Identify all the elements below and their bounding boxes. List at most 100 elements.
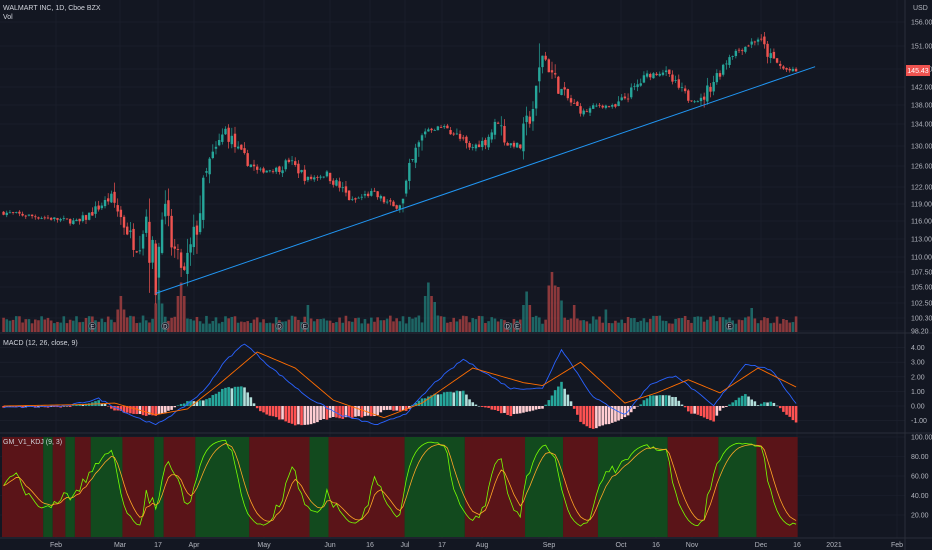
kdj-region bbox=[328, 437, 405, 537]
macd-axis[interactable]: 4.00 3.00 2.00 1.00 0.00 -1.00 bbox=[911, 345, 927, 425]
macd-histogram-bar bbox=[712, 406, 715, 422]
macd-histogram-bar bbox=[110, 406, 113, 409]
macd-histogram-bar bbox=[648, 395, 652, 406]
macd-histogram-bar bbox=[392, 406, 395, 411]
earnings-marker-label: E bbox=[303, 324, 307, 330]
candle bbox=[157, 246, 161, 278]
candle bbox=[633, 85, 636, 87]
volume-bar bbox=[766, 318, 769, 332]
dividend-marker[interactable] bbox=[503, 322, 512, 330]
macd-histogram-bar bbox=[753, 401, 757, 406]
kdj-region bbox=[65, 437, 75, 537]
macd-histogram-bar bbox=[693, 406, 696, 414]
candle bbox=[395, 205, 398, 209]
macd-histogram-bar bbox=[503, 406, 506, 413]
candle bbox=[709, 86, 712, 92]
dividend-marker[interactable] bbox=[275, 322, 284, 330]
candle bbox=[671, 74, 674, 82]
dividend-marker[interactable] bbox=[161, 322, 170, 330]
candle bbox=[541, 55, 544, 68]
candle bbox=[309, 176, 313, 179]
macd-histogram-bar bbox=[72, 405, 75, 406]
volume-bar bbox=[531, 317, 535, 332]
volume-title[interactable]: Vol bbox=[3, 14, 13, 21]
kdj-axis[interactable]: 100.00 80.00 60.00 40.00 20.00 bbox=[911, 435, 932, 520]
macd-histogram-bar bbox=[281, 406, 284, 420]
time-axis[interactable]: Feb Mar 17 Apr May Jun 16 Jul 17 Aug Sep Oct 16 Nov De… bbox=[50, 542, 903, 549]
earnings-marker[interactable] bbox=[300, 322, 309, 330]
volume-bar bbox=[629, 318, 633, 332]
price-tick-label: 100.30 bbox=[911, 316, 932, 323]
volume-bar bbox=[65, 323, 69, 332]
candle bbox=[576, 101, 579, 106]
last-price-tag: 145.43 bbox=[907, 68, 929, 75]
macd-histogram-bar bbox=[506, 406, 509, 415]
candle bbox=[126, 226, 129, 235]
earnings-marker[interactable] bbox=[88, 322, 97, 330]
macd-tick-label: -1.00 bbox=[911, 418, 927, 425]
macd-histogram-bar bbox=[148, 406, 151, 415]
kdj-region bbox=[74, 437, 91, 537]
volume-bar bbox=[230, 316, 234, 332]
candle bbox=[24, 215, 27, 217]
time-tick-label: Aug bbox=[476, 542, 489, 549]
macd-histogram-bar bbox=[81, 404, 85, 406]
macd-histogram-bar bbox=[560, 381, 563, 406]
candle bbox=[683, 88, 687, 92]
macd-histogram-bar bbox=[154, 406, 158, 416]
volume-bar bbox=[572, 305, 576, 332]
volume-bar bbox=[78, 322, 81, 332]
candle bbox=[779, 63, 782, 66]
volume-bar bbox=[246, 321, 249, 332]
volume-bar bbox=[636, 322, 639, 332]
earnings-marker[interactable] bbox=[513, 322, 522, 330]
macd-histogram-bar bbox=[252, 403, 256, 406]
kdj-title[interactable]: GM_V1_KDJ (9, 3) bbox=[3, 439, 62, 446]
macd-histogram-bar bbox=[227, 387, 230, 406]
volume-bar bbox=[233, 316, 237, 332]
macd-histogram-bar bbox=[163, 406, 167, 413]
volume-bar bbox=[84, 317, 88, 332]
volume-bar bbox=[404, 323, 408, 332]
symbol-title[interactable]: WALMART INC, 1D, Cboe BZX bbox=[3, 5, 101, 12]
volume-bar bbox=[227, 318, 230, 332]
kdj-tick-label: 80.00 bbox=[911, 454, 929, 461]
macd-histogram-bar bbox=[151, 406, 154, 416]
macd-histogram-bar bbox=[674, 397, 677, 406]
earnings-marker[interactable] bbox=[725, 322, 734, 330]
macd-histogram-bar bbox=[129, 406, 132, 414]
candle bbox=[769, 53, 772, 58]
volume-bar bbox=[664, 320, 668, 332]
macd-histogram-bar bbox=[221, 388, 224, 406]
candle bbox=[655, 73, 658, 76]
macd-histogram-bar bbox=[122, 406, 126, 413]
trendline[interactable] bbox=[155, 66, 816, 294]
volume-bar bbox=[452, 317, 456, 332]
macd-histogram-bar bbox=[572, 406, 576, 409]
macd-title[interactable]: MACD (12, 26, close, 9) bbox=[3, 340, 78, 347]
candle bbox=[122, 216, 126, 228]
volume-bar bbox=[591, 316, 595, 332]
volume-bar bbox=[706, 319, 709, 332]
candle bbox=[306, 176, 310, 181]
volume-bar bbox=[341, 322, 345, 332]
candle bbox=[519, 144, 522, 149]
macd-histogram-bar bbox=[661, 395, 665, 406]
candle bbox=[630, 87, 633, 98]
macd-histogram-bar bbox=[626, 406, 630, 416]
candle bbox=[420, 135, 424, 141]
candle bbox=[443, 126, 446, 128]
volume-bar bbox=[775, 316, 779, 332]
volume-bar bbox=[221, 321, 224, 332]
candle bbox=[49, 217, 53, 220]
currency-label[interactable]: USD bbox=[913, 5, 928, 12]
volume-bar bbox=[265, 323, 268, 332]
dividend-marker-label: D bbox=[277, 324, 282, 330]
candle bbox=[788, 68, 791, 71]
volume-bar bbox=[395, 318, 398, 332]
candle bbox=[233, 133, 237, 148]
macd-histogram-bar bbox=[249, 397, 253, 406]
price-candles[interactable] bbox=[2, 31, 798, 305]
